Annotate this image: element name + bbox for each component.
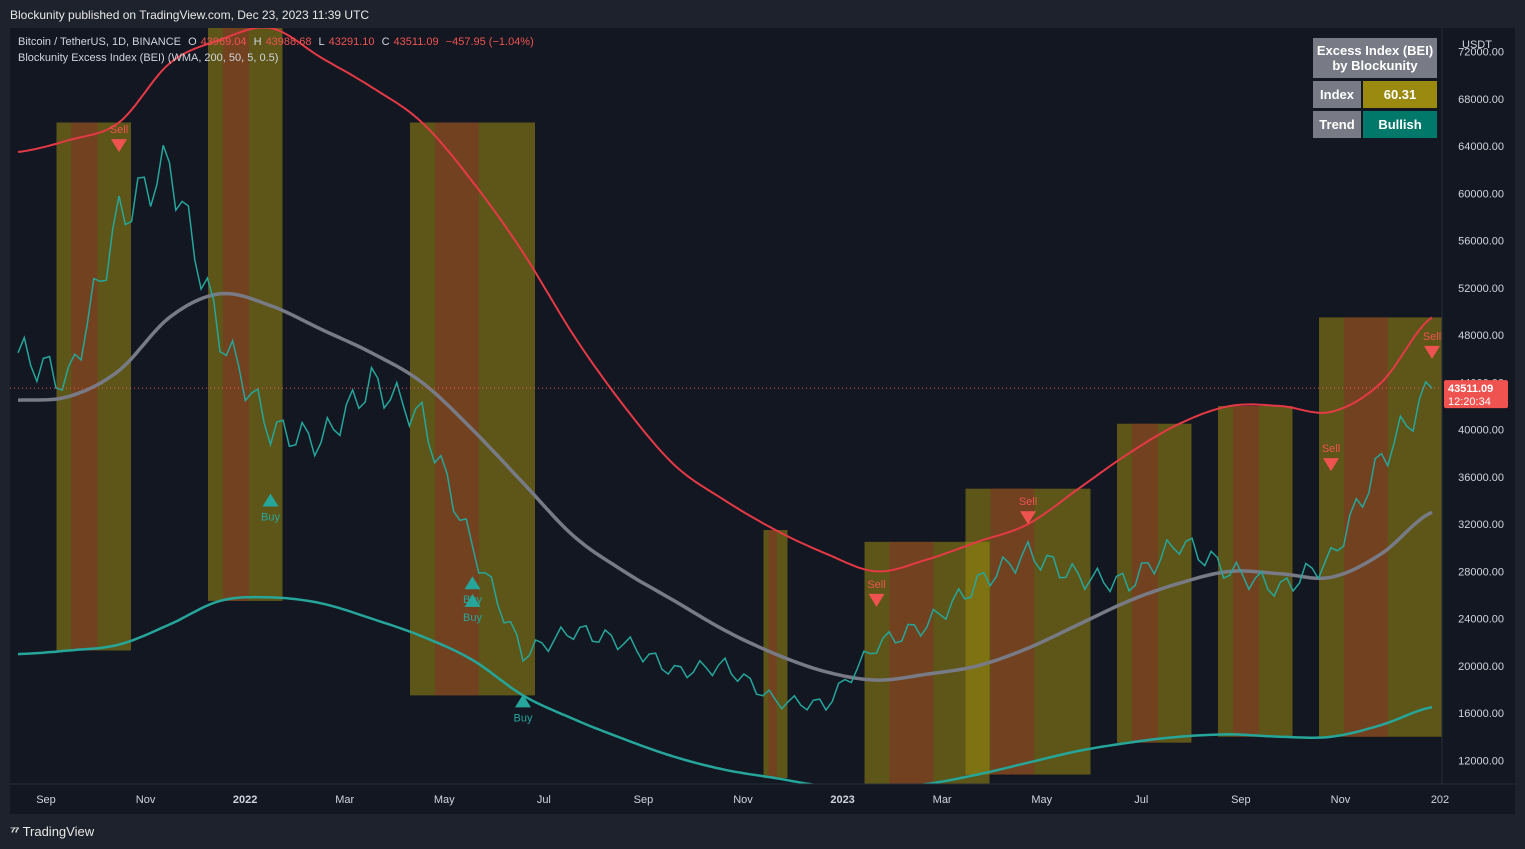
time-axis-tick: 202 [1431,794,1449,806]
legend-ohlc: O 43969.04 H 43988.68 L 43291.10 C 43511.09 … [188,36,538,48]
footer: ⁷⁷ TradingView [10,823,94,839]
price-line [17,144,1433,712]
legend-symbol: Bitcoin / TetherUS, 1D, BINANCE [18,36,182,48]
time-axis-tick: May [1031,794,1052,806]
bei-title-line1: Excess Index (BEI) [1316,43,1434,58]
buy-signal-label: Buy [261,512,280,524]
bei-index-value: 60.31 [1363,81,1437,108]
buy-signal-label: Buy [514,712,533,724]
time-axis-tick: Nov [733,794,753,806]
upper-band-line [17,28,1433,573]
buy-signal-marker [515,694,531,708]
price-axis-tick: 68000.00 [1458,94,1504,106]
price-axis-tick: 16000.00 [1458,708,1504,720]
extreme-zone [435,122,479,696]
published-text: Blockunity published on TradingView.com,… [10,8,370,22]
excess-zone [965,488,1091,775]
last-price-badge [1444,380,1508,409]
sell-signal-label: Sell [1019,496,1037,508]
sell-signal-marker [868,593,885,607]
buy-signal-marker [262,493,279,507]
bei-table-header: Excess Index (BEI) by Blockunity [1313,38,1437,78]
chart-svg[interactable]: SellBuyBuyBuyBuySellSellSellSellUSDT7200… [10,28,1515,814]
time-axis-tick: Nov [136,794,156,806]
bei-title-line2: by Blockunity [1332,58,1418,73]
bei-trend-value: Bullish [1363,111,1437,138]
price-axis-tick: 20000.00 [1458,661,1504,673]
bei-trend-row: Trend Bullish [1313,111,1437,138]
legend-low: 43291.10 [328,36,375,48]
price-axis-tick: 64000.00 [1458,141,1504,153]
extreme-zone [889,541,934,789]
sell-signal-marker [111,139,127,153]
moving-average-line [17,291,1433,682]
sell-signal-marker [1323,458,1339,472]
extreme-zone [222,28,249,601]
time-axis-tick: 2023 [830,794,854,806]
time-axis-tick: Jul [537,794,551,806]
price-axis-tick: 60000.00 [1458,188,1504,200]
bei-trend-label: Trend [1313,111,1361,138]
price-axis-tick: 28000.00 [1458,566,1504,578]
time-axis-tick: Nov [1331,794,1351,806]
legend-h-label: H [253,36,262,48]
price-axis-tick: 36000.00 [1458,472,1504,484]
last-price-countdown: 12:20:34 [1448,396,1491,408]
price-axis-currency: USDT [1462,39,1492,51]
tradingview-logo-icon: ⁷⁷ [10,823,19,839]
bei-info-table: Excess Index (BEI) by Blockunity Index 6… [1313,38,1437,138]
lower-band-line [17,595,1433,791]
price-axis-tick: 12000.00 [1458,755,1504,767]
bei-index-row: Index 60.31 [1313,81,1437,108]
price-axis-tick: 32000.00 [1458,519,1504,531]
extreme-zone [1344,317,1388,737]
time-axis-bg [10,784,1515,814]
time-axis-tick: May [434,794,455,806]
price-axis-tick: 24000.00 [1458,614,1504,626]
sell-signal-label: Sell [110,124,128,136]
legend-open: 43969.04 [200,36,247,48]
sell-signal-label: Sell [1322,443,1340,455]
price-axis-tick: 52000.00 [1458,283,1504,295]
sell-signal-label: Sell [1423,331,1441,343]
sell-signal-marker [1424,345,1440,359]
sell-signal-marker [1020,511,1036,525]
legend-l-label: L [318,36,325,48]
last-price-value: 43511.09 [1448,383,1493,395]
time-axis-tick: Sep [634,794,654,806]
legend-indicator: Blockunity Excess Index (BEI) (WMA, 200,… [18,52,279,64]
buy-signal-marker [464,593,481,607]
sell-signal-label: Sell [867,579,885,591]
legend-high: 43988.68 [265,36,312,48]
published-header: Blockunity published on TradingView.com,… [0,0,1525,28]
footer-brand: TradingView [22,823,95,839]
legend-row-symbol: Bitcoin / TetherUS, 1D, BINANCE O 43969.0… [18,34,542,50]
chart-frame[interactable]: SellBuyBuyBuyBuySellSellSellSellUSDT7200… [10,28,1515,814]
time-axis-tick: Sep [1231,794,1251,806]
time-axis-tick: Sep [36,794,56,806]
buy-signal-label: Buy [463,612,482,624]
legend-close: 43511.09 [393,36,439,48]
legend-c-label: C [381,36,390,48]
bei-index-label: Index [1313,81,1361,108]
time-axis-tick: Mar [335,794,354,806]
price-axis-bg [1442,28,1515,814]
time-axis-tick: Mar [933,794,952,806]
buy-signal-marker [464,576,481,590]
chart-legend: Bitcoin / TetherUS, 1D, BINANCE O 43969.0… [18,34,542,66]
time-axis-tick: Jul [1134,794,1148,806]
legend-o-label: O [188,36,197,48]
price-axis-tick: 72000.00 [1458,47,1504,59]
price-axis-tick: 56000.00 [1458,236,1504,248]
time-axis-tick: 2022 [233,794,257,806]
price-axis-tick: 40000.00 [1458,425,1504,437]
price-axis-tick: 48000.00 [1458,330,1504,342]
legend-change: −457.95 (−1.04%) [445,36,534,48]
